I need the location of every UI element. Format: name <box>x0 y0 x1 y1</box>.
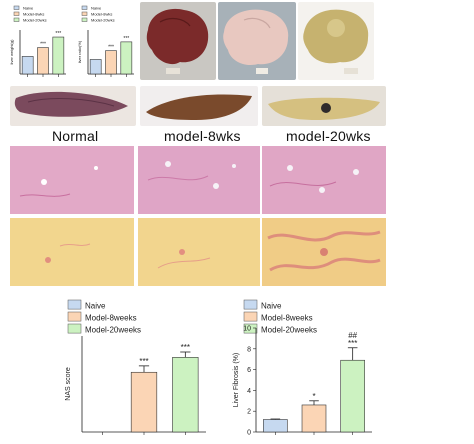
y-axis-label: NAS score <box>65 367 72 401</box>
he-stain-normal <box>10 146 134 214</box>
legend-label: Naive <box>85 301 106 310</box>
legend-label: Model-8wks <box>23 11 44 16</box>
legend-label: Model-8weeks <box>85 313 137 322</box>
legend-label: Naive <box>23 5 34 10</box>
bar <box>120 41 133 75</box>
liver-section-model-20wks <box>262 86 386 126</box>
sirius-stain-normal <box>10 218 134 286</box>
legend-label: Model-8wks <box>91 11 112 16</box>
significance-label: *** <box>123 36 129 42</box>
group-label-model-8wks: model-8wks <box>164 128 241 144</box>
legend-swatch <box>67 311 82 322</box>
y-tick-label: 0 <box>247 429 251 436</box>
bar <box>105 50 117 75</box>
sirius-stain-model-20wks <box>262 218 386 286</box>
legend-label: Model-8weeks <box>261 313 313 322</box>
sirius-stain-model-8wks <box>138 218 260 286</box>
y-tick-label: 6 <box>247 367 251 374</box>
bar <box>52 36 65 75</box>
he-stain-model-8wks <box>138 146 260 214</box>
significance-label: *** <box>139 357 148 366</box>
nas-score-chart: Naive Model-8weeks Model-20weeks NAS score *… <box>65 299 206 435</box>
legend-swatch <box>67 299 82 310</box>
liver-photo-normal <box>140 2 216 80</box>
legend-swatch <box>81 11 88 16</box>
bar <box>21 56 34 75</box>
group-label-normal: Normal <box>52 128 99 144</box>
bar <box>263 419 288 433</box>
legend-swatch <box>243 311 258 322</box>
y-tick-label: 2 <box>247 409 251 416</box>
bar <box>301 404 327 433</box>
group-label-model-20wks: model-20wks <box>286 128 371 144</box>
he-stain-model-20wks <box>262 146 386 214</box>
bar <box>89 59 102 75</box>
legend-swatch <box>243 323 258 334</box>
y-tick-label: 10 <box>243 325 251 332</box>
y-axis-label: liver ratio(%) <box>77 40 82 63</box>
significance-label: *** <box>348 339 357 348</box>
legend-label: Naive <box>261 301 282 310</box>
liver-section-normal <box>10 86 136 126</box>
liver-photo-model-8wks <box>218 2 296 80</box>
significance-label-2: ## <box>348 331 357 340</box>
bar <box>37 47 49 75</box>
liver-photo-model-20wks <box>298 2 374 80</box>
bar <box>340 359 365 433</box>
legend-swatch <box>81 17 88 22</box>
legend-label: Model-20wks <box>91 17 115 22</box>
legend-swatch <box>13 17 20 22</box>
liver-section-model-8wks <box>140 86 258 126</box>
legend-swatch <box>13 11 20 16</box>
significance-label: *** <box>181 343 190 352</box>
legend-label: Model-20weeks <box>261 325 317 334</box>
significance-label: * <box>312 392 315 401</box>
liver-fibrosis-chart: Naive Model-8weeks Model-20weeks 0 2 4 6 8 10 Liv… <box>233 299 372 436</box>
significance-label: *** <box>55 31 61 37</box>
y-axis-label: Liver Fibrosis (%) <box>233 353 240 407</box>
legend-label: Naive <box>91 5 102 10</box>
bar <box>130 371 158 433</box>
legend-label: Model-20wks <box>23 17 47 22</box>
legend-swatch <box>67 323 82 334</box>
legend-swatch <box>243 299 258 310</box>
significance-label: *** <box>40 42 46 48</box>
y-tick-label: 8 <box>247 346 251 353</box>
bar <box>172 357 199 433</box>
legend-label: Model-20weeks <box>85 325 141 334</box>
legend-swatch <box>13 5 20 10</box>
y-axis-label: liver weight(g) <box>9 39 14 65</box>
y-tick-label: 4 <box>247 388 251 395</box>
legend-swatch <box>81 5 88 10</box>
significance-label: *** <box>108 45 114 51</box>
